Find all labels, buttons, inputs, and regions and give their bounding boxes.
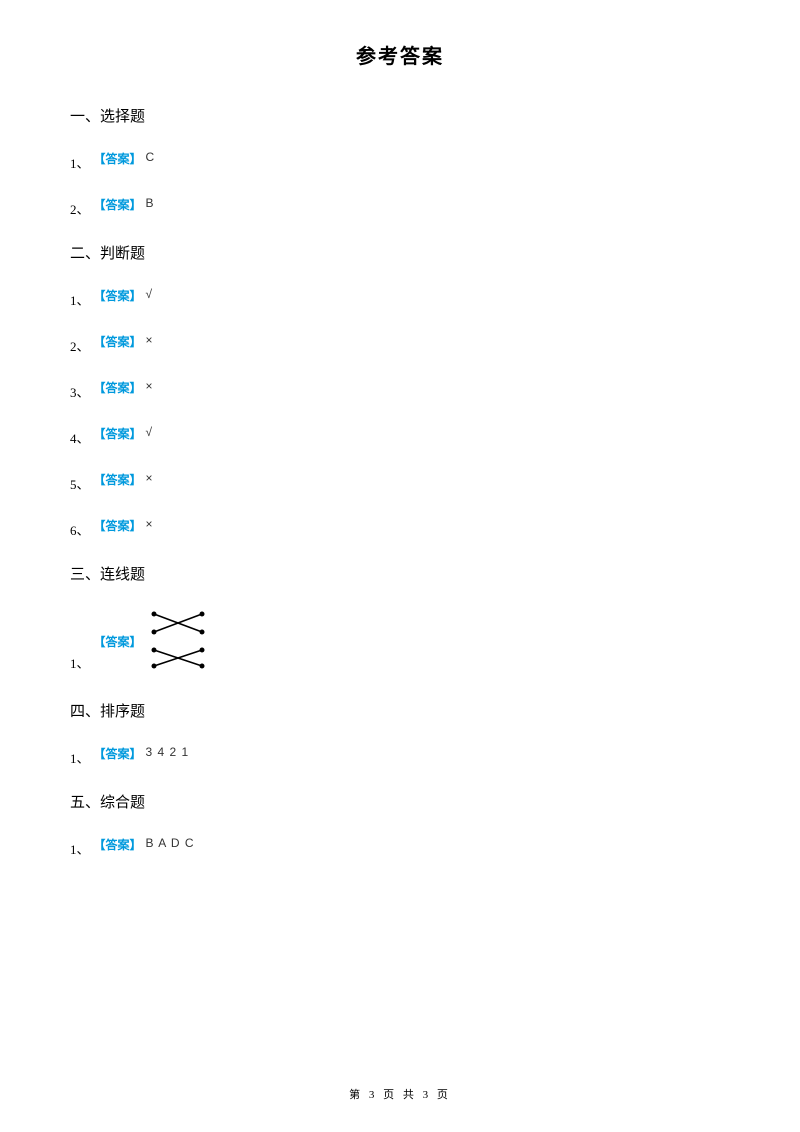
- answer-label: 【答案】: [94, 745, 142, 762]
- answer-number: 5、: [70, 474, 90, 495]
- answer-row: 1、 【答案】: [70, 608, 730, 674]
- answer-number: 2、: [70, 336, 90, 357]
- answer-label: 【答案】: [94, 471, 142, 488]
- answer-row: 1、 【答案】 √: [70, 287, 730, 311]
- answer-number: 3、: [70, 382, 90, 403]
- answer-row: 5、 【答案】 ×: [70, 471, 730, 495]
- answer-row: 2、 【答案】 ×: [70, 333, 730, 357]
- answer-value: ×: [146, 333, 155, 347]
- answer-label: 【答案】: [94, 836, 142, 853]
- answer-row: 6、 【答案】 ×: [70, 517, 730, 541]
- section-heading-comprehensive: 五、综合题: [70, 791, 730, 812]
- answer-row: 1、 【答案】 C: [70, 150, 730, 174]
- section-heading-judge: 二、判断题: [70, 242, 730, 263]
- answer-value: ×: [146, 471, 155, 485]
- section-matching: 三、连线题 1、 【答案】: [70, 563, 730, 674]
- answer-label: 【答案】: [94, 379, 142, 396]
- matching-diagram: [146, 608, 210, 674]
- section-heading-ordering: 四、排序题: [70, 700, 730, 721]
- answer-label: 【答案】: [94, 196, 142, 213]
- answer-row: 1、 【答案】 3 4 2 1: [70, 745, 730, 769]
- answer-row: 1、 【答案】 B A D C: [70, 836, 730, 860]
- answer-value: ×: [146, 517, 155, 531]
- page-title: 参考答案: [70, 40, 730, 69]
- section-ordering: 四、排序题 1、 【答案】 3 4 2 1: [70, 700, 730, 769]
- answer-value: 3 4 2 1: [146, 745, 190, 759]
- section-heading-choice: 一、选择题: [70, 105, 730, 126]
- answer-value: B A D C: [146, 836, 195, 850]
- answer-row: 4、 【答案】 √: [70, 425, 730, 449]
- answer-row: 2、 【答案】 B: [70, 196, 730, 220]
- answer-number: 1、: [70, 748, 90, 769]
- answer-number: 4、: [70, 428, 90, 449]
- section-comprehensive: 五、综合题 1、 【答案】 B A D C: [70, 791, 730, 860]
- answer-row: 3、 【答案】 ×: [70, 379, 730, 403]
- answer-number: 1、: [70, 153, 90, 174]
- answer-label: 【答案】: [94, 150, 142, 167]
- answer-label: 【答案】: [94, 633, 142, 650]
- answer-number: 6、: [70, 520, 90, 541]
- answer-value: C: [146, 150, 157, 164]
- answer-value: ×: [146, 379, 155, 393]
- answer-number: 2、: [70, 199, 90, 220]
- answer-label: 【答案】: [94, 425, 142, 442]
- answer-number: 1、: [70, 839, 90, 860]
- answer-label: 【答案】: [94, 333, 142, 350]
- answer-value: B: [146, 196, 156, 210]
- answer-value: √: [146, 425, 155, 439]
- answer-label: 【答案】: [94, 517, 142, 534]
- answer-label: 【答案】: [94, 287, 142, 304]
- section-choice: 一、选择题 1、 【答案】 C 2、 【答案】 B: [70, 105, 730, 220]
- answer-number: 1、: [70, 653, 90, 674]
- answer-number: 1、: [70, 290, 90, 311]
- page-footer: 第 3 页 共 3 页: [0, 1086, 800, 1102]
- section-judge: 二、判断题 1、 【答案】 √ 2、 【答案】 × 3、 【答案】 × 4、 【…: [70, 242, 730, 541]
- answer-value: √: [146, 287, 155, 301]
- section-heading-matching: 三、连线题: [70, 563, 730, 584]
